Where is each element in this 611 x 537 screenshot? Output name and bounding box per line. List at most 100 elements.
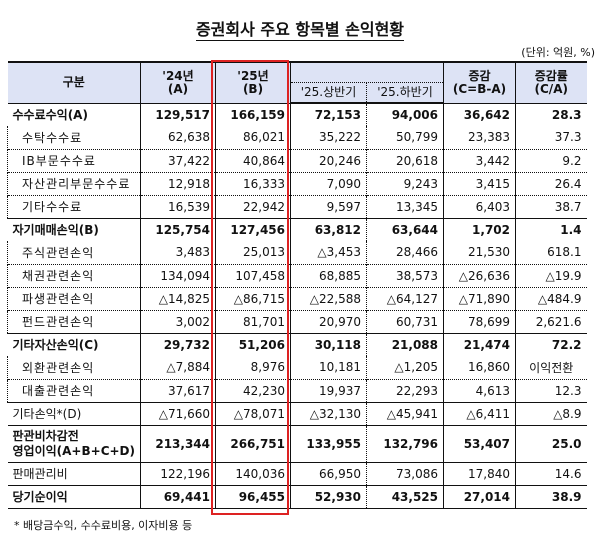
- cell-value: 38,573: [366, 263, 444, 287]
- cell-value: 23,383: [443, 126, 516, 149]
- header-h2: '25.하반기: [366, 82, 444, 104]
- cell-value: △45,941: [366, 401, 444, 425]
- cell-value: 68,885: [290, 263, 367, 287]
- cell-value: 132,796: [366, 424, 444, 462]
- cell-value: 42,230: [215, 378, 291, 402]
- cell-value: 52,930: [290, 484, 367, 509]
- cell-value: 7,090: [290, 171, 367, 195]
- header-h1: '25.상반기: [290, 82, 367, 104]
- cell-value: 17,840: [443, 461, 516, 485]
- cell-value: 12.3: [515, 378, 587, 402]
- cell-value: 13,345: [366, 194, 444, 218]
- row-label: 채권관련손익: [7, 263, 141, 287]
- cell-value: 16,860: [443, 356, 516, 379]
- table-row: 기타수수료 16,539 22,942 9,597 13,345 6,403 38.7: [7, 194, 587, 218]
- cell-value: 28,466: [366, 241, 444, 264]
- cell-value: △71,660: [140, 401, 216, 425]
- cell-value: 43,525: [366, 484, 444, 509]
- cell-value: 28.3: [515, 102, 587, 126]
- cell-value: 107,458: [215, 263, 291, 287]
- row-label: 펀드관련손익: [7, 309, 141, 333]
- row-label: 자기매매손익(B): [7, 217, 141, 241]
- cell-value: △3,453: [290, 241, 367, 264]
- row-label: 외환관련손익: [7, 356, 141, 379]
- header-change-rate: 증감률 (C/A): [515, 61, 587, 103]
- table-row: 판매관리비 122,196 140,036 66,950 73,086 17,840 14.…: [7, 461, 587, 485]
- cell-value: △19.9: [515, 263, 587, 287]
- unit-label: (단위: 억원, %): [521, 46, 595, 59]
- cell-value: 35,222: [290, 126, 367, 149]
- table-row: 주식관련손익 3,483 25,013 △3,453 28,466 21,530 618.1: [7, 241, 587, 264]
- cell-value: 213,344: [140, 424, 216, 462]
- cell-value: 50,799: [366, 126, 444, 149]
- cell-value: 134,094: [140, 263, 216, 287]
- cell-value: 60,731: [366, 309, 444, 333]
- cell-value: 9,243: [366, 171, 444, 195]
- cell-value: 40,864: [215, 148, 291, 172]
- cell-value: 3,002: [140, 309, 216, 333]
- cell-value: 이익전환: [529, 360, 574, 375]
- cell-value: 166,159: [215, 102, 291, 126]
- table-row: 수수료수익(A) 129,517 166,159 72,153 94,006 36,642…: [7, 102, 587, 126]
- header-2025: '25년 (B): [215, 61, 291, 103]
- row-label: 기타손익*(D): [7, 401, 141, 425]
- cell-value: △6,411: [443, 401, 516, 425]
- cell-value: 53,407: [443, 424, 516, 462]
- cell-value: 22,942: [215, 194, 291, 218]
- table-row: IB부문수수료 37,422 40,864 20,246 20,618 3,442 9.2: [7, 148, 587, 172]
- row-label: 수수료수익(A): [7, 102, 141, 126]
- cell-value: 127,456: [215, 217, 291, 241]
- table-row: 채권관련손익 134,094 107,458 68,885 38,573 △26,636 △…: [7, 263, 587, 287]
- cell-value: 133,955: [290, 424, 367, 462]
- row-label: 기타자산손익(C): [7, 332, 141, 356]
- cell-value: 19,937: [290, 378, 367, 402]
- cell-value: 8,976: [215, 356, 291, 379]
- row-label: 판관비차감전 영업이익(A+B+C+D): [7, 424, 141, 462]
- cell-value: 9,597: [290, 194, 367, 218]
- cell-value: △86,715: [215, 286, 291, 310]
- cell-value: 66,950: [290, 461, 367, 485]
- cell-value: 1.4: [515, 217, 587, 241]
- cell-value: 3,483: [140, 241, 216, 264]
- cell-value: △7,884: [140, 356, 216, 379]
- cell-value: 69,441: [140, 484, 216, 509]
- row-label: 자산관리부문수수료: [7, 171, 141, 195]
- cell-value: 14.6: [515, 461, 587, 485]
- header-2024: '24년 (A): [140, 61, 216, 103]
- cell-value: 78,699: [443, 309, 516, 333]
- cell-value: △78,071: [215, 401, 291, 425]
- cell-value: 94,006: [366, 102, 444, 126]
- cell-value: 63,812: [290, 217, 367, 241]
- cell-value: 125,754: [140, 217, 216, 241]
- cell-value: 129,517: [140, 102, 216, 126]
- cell-value: 38.9: [515, 484, 587, 509]
- cell-value: 25.0: [515, 424, 587, 462]
- cell-value: 37,617: [140, 378, 216, 402]
- cell-value: 73,086: [366, 461, 444, 485]
- row-label: 파생관련손익: [7, 286, 141, 310]
- cell-value: 37.3: [554, 130, 582, 145]
- cell-value: △26,636: [443, 263, 516, 287]
- profit-loss-table: 구분 '24년 (A) '25년 (B) 증감 (C=B-A) 증감률 (C/A) '2…: [7, 61, 587, 509]
- cell-value: △22,588: [290, 286, 367, 310]
- row-label: 판매관리비: [7, 461, 141, 485]
- table-row: 외환관련손익 △7,884 8,976 10,181 △1,205 16,860 이익전환: [7, 356, 587, 379]
- cell-value: △1,205: [366, 356, 444, 379]
- cell-value: 618.1: [547, 245, 582, 260]
- table-row: 대출관련손익 37,617 42,230 19,937 22,293 4,613 12.3: [7, 378, 587, 402]
- page-title: 증권회사 주요 항목별 손익현황: [195, 20, 405, 41]
- cell-value: 140,036: [215, 461, 291, 485]
- cell-value: 86,021: [215, 126, 291, 149]
- table-row: 기타자산손익(C) 29,732 51,206 30,118 21,088 21,474 7…: [7, 332, 587, 356]
- cell-value: 21,474: [443, 332, 516, 356]
- cell-value: 22,293: [366, 378, 444, 402]
- cell-value: 3,415: [443, 171, 516, 195]
- table-row: 판관비차감전 영업이익(A+B+C+D) 213,344 266,751 133,95…: [7, 424, 587, 462]
- cell-value: 26.4: [515, 171, 587, 195]
- cell-value: 63,644: [366, 217, 444, 241]
- table-row: 기타손익*(D) △71,660 △78,071 △32,130 △45,941 △6,4…: [7, 401, 587, 425]
- cell-value: 20,246: [290, 148, 367, 172]
- cell-value: 62,638: [140, 126, 216, 149]
- row-label: 기타수수료: [7, 194, 141, 218]
- table-row: 파생관련손익 △14,825 △86,715 △22,588 △64,127 △71,89…: [7, 286, 587, 310]
